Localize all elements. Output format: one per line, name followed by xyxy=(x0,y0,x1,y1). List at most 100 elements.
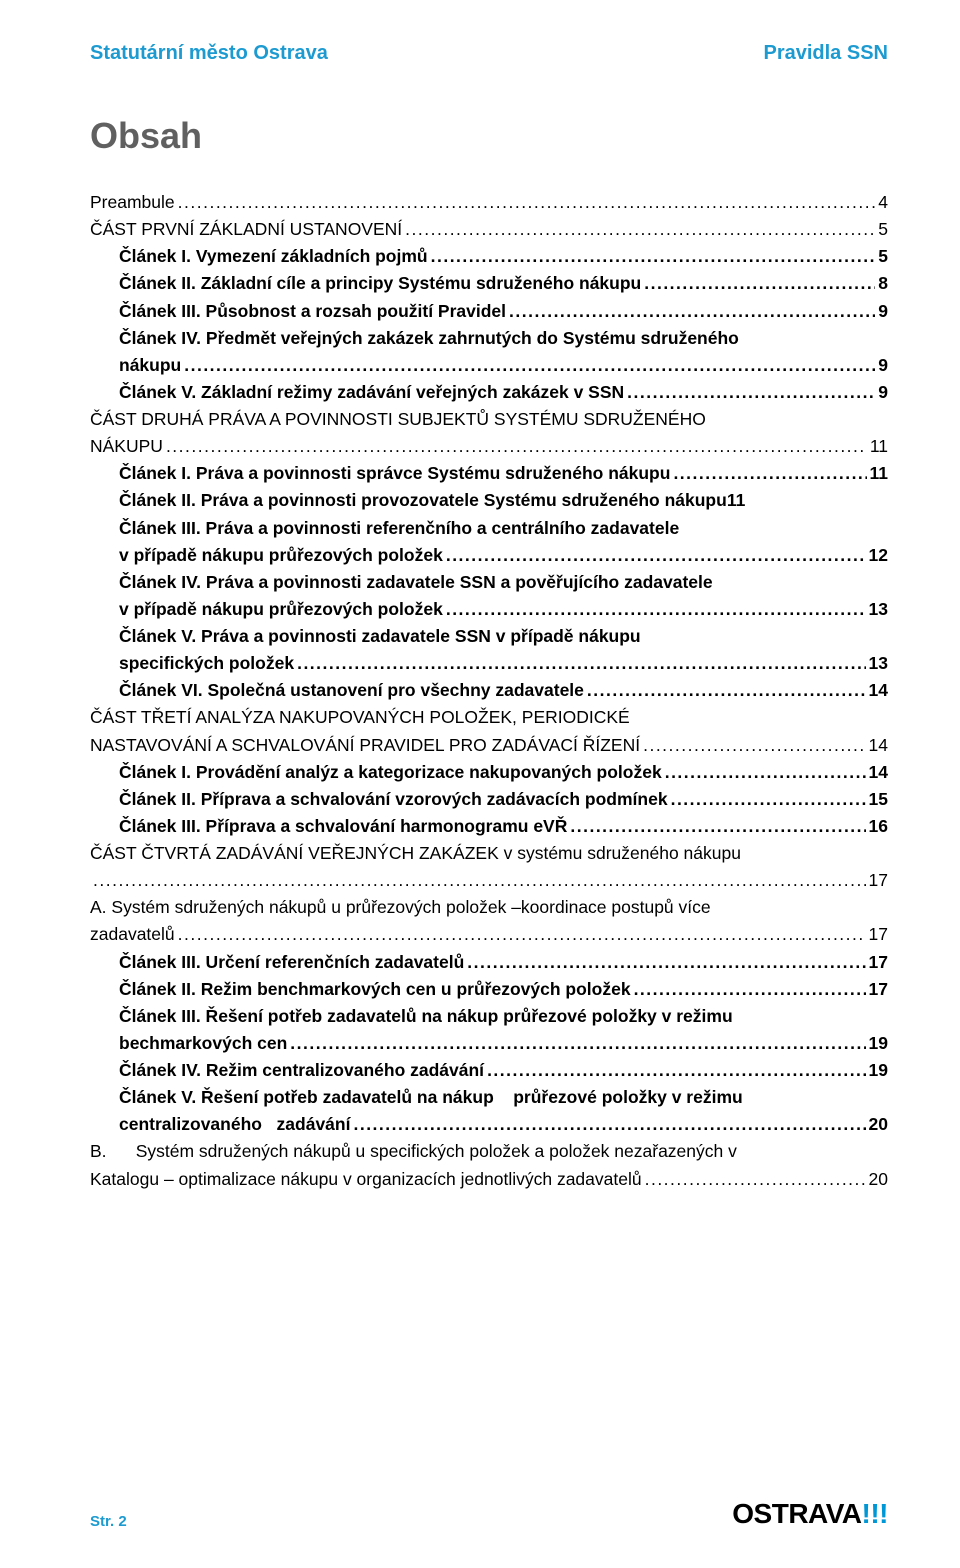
toc-label: Článek V. Řešení potřeb zadavatelů na ná… xyxy=(119,1087,743,1107)
toc-page-number: 17 xyxy=(869,976,888,1003)
toc-leader-dots xyxy=(487,1057,865,1084)
toc-leader-dots xyxy=(643,732,865,759)
toc-label: ČÁST ČTVRTÁ ZADÁVÁNÍ VEŘEJNÝCH ZAKÁZEK v… xyxy=(90,843,741,863)
toc-page-number: 8 xyxy=(878,270,888,297)
toc-label: v případě nákupu průřezových položek xyxy=(119,542,443,569)
toc-leader-dots xyxy=(627,379,875,406)
toc-entry-cont[interactable]: NASTAVOVÁNÍ A SCHVALOVÁNÍ PRAVIDEL PRO Z… xyxy=(90,732,888,759)
toc-entry-cont[interactable]: 17 xyxy=(90,867,888,894)
toc-entry-cont[interactable]: NÁKUPU 11 xyxy=(90,433,888,460)
toc-entry[interactable]: Článek V. Řešení potřeb zadavatelů na ná… xyxy=(119,1084,888,1111)
toc-entry[interactable]: Článek IV. Práva a povinnosti zadavatele… xyxy=(119,569,888,596)
toc-entry-cont[interactable]: v případě nákupu průřezových položek13 xyxy=(119,596,888,623)
toc-entry-cont[interactable]: Katalogu – optimalizace nákupu v organiz… xyxy=(90,1166,888,1193)
toc-page-number: 14 xyxy=(869,677,888,704)
toc-page-number: 11 xyxy=(870,433,888,460)
toc-label: ČÁST PRVNÍ ZÁKLADNÍ USTANOVENÍ xyxy=(90,216,402,243)
toc-label: zadavatelů xyxy=(90,921,175,948)
toc-entry[interactable]: Článek III. Působnost a rozsah použití P… xyxy=(119,298,888,325)
toc-entry[interactable]: Preambule4 xyxy=(90,189,888,216)
toc-leader-dots xyxy=(644,270,875,297)
toc-label: nákupu xyxy=(119,352,181,379)
toc-leader-dots xyxy=(290,1030,865,1057)
toc-leader-dots xyxy=(446,542,866,569)
toc-page-number: 11 xyxy=(870,460,889,487)
toc-leader-dots xyxy=(673,460,866,487)
toc-label: Článek III. Působnost a rozsah použití P… xyxy=(119,298,506,325)
toc-label: Článek IV. Práva a povinnosti zadavatele… xyxy=(119,572,713,592)
toc-page-number: 5 xyxy=(878,216,888,243)
toc-entry[interactable]: Článek I. Práva a povinnosti správce Sys… xyxy=(119,460,888,487)
toc-entry[interactable]: Článek V. Základní režimy zadávání veřej… xyxy=(119,379,888,406)
toc-label: Článek III. Řešení potřeb zadavatelů na … xyxy=(119,1006,733,1026)
toc-leader-dots xyxy=(166,433,867,460)
toc-entry-cont[interactable]: centralizovaného zadávání20 xyxy=(119,1111,888,1138)
logo-exclaim-icon: ! xyxy=(870,1498,879,1530)
toc-label: Článek III. Práva a povinnosti referenčn… xyxy=(119,518,679,538)
toc-entry[interactable]: Článek II. Práva a povinnosti provozovat… xyxy=(119,487,888,514)
toc-leader-dots xyxy=(446,596,866,623)
toc-entry[interactable]: A. Systém sdružených nákupů u průřezovýc… xyxy=(90,894,888,921)
toc-label: Článek I. Vymezení základních pojmů xyxy=(119,243,428,270)
toc-page-number: 11 xyxy=(727,487,746,514)
toc-leader-dots xyxy=(509,298,875,325)
toc-page-number: 9 xyxy=(878,298,888,325)
toc-label: centralizovaného zadávání xyxy=(119,1111,350,1138)
toc-page-number: 17 xyxy=(869,949,888,976)
toc-label: Článek I. Práva a povinnosti správce Sys… xyxy=(119,460,670,487)
toc-label: Článek IV. Předmět veřejných zakázek zah… xyxy=(119,328,739,348)
toc-entry[interactable]: Článek V. Práva a povinnosti zadavatele … xyxy=(119,623,888,650)
toc-leader-dots xyxy=(467,949,865,976)
toc-leader-dots xyxy=(405,216,875,243)
toc-page-number: 14 xyxy=(869,759,888,786)
toc-entry[interactable]: ČÁST PRVNÍ ZÁKLADNÍ USTANOVENÍ 5 xyxy=(90,216,888,243)
toc-entry[interactable]: Článek III. Řešení potřeb zadavatelů na … xyxy=(119,1003,888,1030)
toc-entry[interactable]: Článek III. Práva a povinnosti referenčn… xyxy=(119,515,888,542)
toc-page-number: 15 xyxy=(869,786,888,813)
table-of-contents: Preambule4ČÁST PRVNÍ ZÁKLADNÍ USTANOVENÍ… xyxy=(90,189,888,1193)
toc-label: specifických položek xyxy=(119,650,294,677)
toc-entry[interactable]: Článek III. Příprava a schvalování harmo… xyxy=(119,813,888,840)
toc-entry-cont[interactable]: bechmarkových cen 19 xyxy=(119,1030,888,1057)
toc-entry-cont[interactable]: zadavatelů17 xyxy=(90,921,888,948)
toc-entry-cont[interactable]: v případě nákupu průřezových položek12 xyxy=(119,542,888,569)
toc-entry[interactable]: Článek III. Určení referenčních zadavate… xyxy=(119,949,888,976)
toc-leader-dots xyxy=(297,650,865,677)
toc-page-number: 5 xyxy=(878,243,888,270)
toc-label: Článek II. Režim benchmarkových cen u pr… xyxy=(119,976,631,1003)
toc-entry[interactable]: Článek VI. Společná ustanovení pro všech… xyxy=(119,677,888,704)
toc-entry[interactable]: Článek II. Příprava a schvalování vzorov… xyxy=(119,786,888,813)
toc-entry[interactable]: ČÁST DRUHÁ PRÁVA A POVINNOSTI SUBJEKTŮ S… xyxy=(90,406,888,433)
toc-entry[interactable]: ČÁST TŘETÍ ANALÝZA NAKUPOVANÝCH POLOŽEK,… xyxy=(90,704,888,731)
toc-page-number: 9 xyxy=(878,379,888,406)
toc-leader-dots xyxy=(587,677,866,704)
toc-label: Článek I. Provádění analýz a kategorizac… xyxy=(119,759,662,786)
toc-label: Preambule xyxy=(90,189,175,216)
toc-label: B. Systém sdružených nákupů u specifický… xyxy=(90,1141,737,1161)
toc-entry[interactable]: Článek II. Základní cíle a principy Syst… xyxy=(119,270,888,297)
toc-label: ČÁST DRUHÁ PRÁVA A POVINNOSTI SUBJEKTŮ S… xyxy=(90,409,706,429)
toc-entry[interactable]: B. Systém sdružených nákupů u specifický… xyxy=(90,1138,888,1165)
toc-entry[interactable]: Článek II. Režim benchmarkových cen u pr… xyxy=(119,976,888,1003)
toc-entry[interactable]: ČÁST ČTVRTÁ ZADÁVÁNÍ VEŘEJNÝCH ZAKÁZEK v… xyxy=(90,840,888,867)
toc-leader-dots xyxy=(93,867,866,894)
page-title: Obsah xyxy=(90,115,888,157)
toc-page-number: 13 xyxy=(869,650,888,677)
toc-page-number: 19 xyxy=(869,1030,888,1057)
toc-entry-cont[interactable]: nákupu9 xyxy=(119,352,888,379)
toc-label: bechmarkových cen xyxy=(119,1030,287,1057)
toc-entry[interactable]: Článek IV. Režim centralizovaného zadává… xyxy=(119,1057,888,1084)
toc-entry-cont[interactable]: specifických položek 13 xyxy=(119,650,888,677)
toc-label: Článek II. Práva a povinnosti provozovat… xyxy=(119,487,727,514)
ostrava-logo: OSTRAVA!!! xyxy=(732,1498,888,1530)
logo-exclaim-icon: ! xyxy=(862,1498,871,1530)
toc-entry[interactable]: Článek I. Provádění analýz a kategorizac… xyxy=(119,759,888,786)
toc-label: NÁKUPU xyxy=(90,433,163,460)
toc-entry[interactable]: Článek IV. Předmět veřejných zakázek zah… xyxy=(119,325,888,352)
toc-label: Článek V. Základní režimy zadávání veřej… xyxy=(119,379,624,406)
header-left: Statutární město Ostrava xyxy=(90,42,328,65)
toc-entry[interactable]: Článek I. Vymezení základních pojmů 5 xyxy=(119,243,888,270)
toc-leader-dots xyxy=(671,786,866,813)
logo-text: OSTRAVA xyxy=(732,1498,861,1530)
toc-leader-dots xyxy=(431,243,876,270)
